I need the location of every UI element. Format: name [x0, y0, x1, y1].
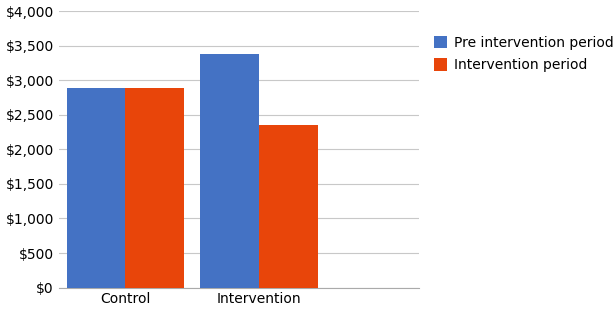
Bar — [259, 125, 317, 288]
Bar — [67, 89, 126, 288]
Legend: Pre intervention period, Intervention period: Pre intervention period, Intervention pe… — [429, 32, 616, 76]
Bar — [126, 89, 184, 288]
Bar — [200, 54, 259, 288]
